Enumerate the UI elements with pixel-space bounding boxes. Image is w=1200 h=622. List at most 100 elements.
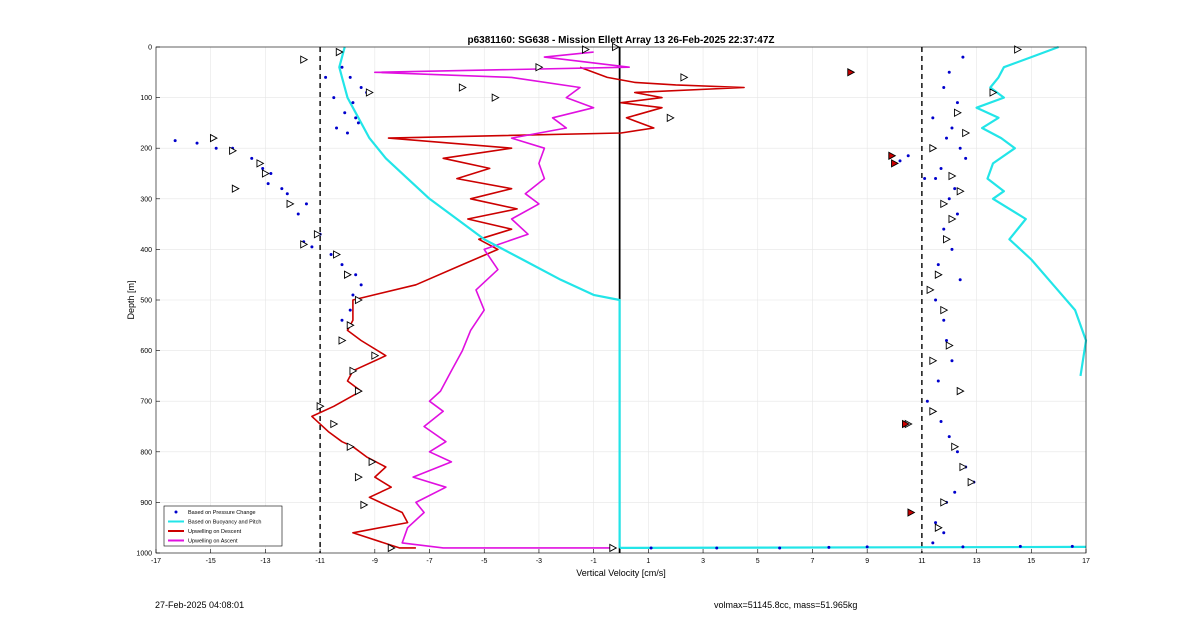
descent-triangle-marker (231, 184, 240, 193)
pressure-descent-point (304, 202, 308, 206)
pressure-ascent-point (934, 177, 938, 181)
pressure-descent-point (332, 96, 336, 100)
x-axis-label: Vertical Velocity [cm/s] (576, 568, 666, 578)
pressure-ascent-point (936, 263, 940, 267)
ascent-triangle-marker (956, 386, 965, 396)
ascent-triangle-marker (929, 143, 938, 153)
pressure-descent-point (310, 245, 314, 249)
pressure-ascent-point (958, 146, 962, 150)
ascent-triangle-marker (951, 442, 960, 451)
x-tick-label: 9 (865, 558, 869, 565)
pressure-descent-point (356, 121, 360, 125)
x-tick-label: 7 (811, 558, 815, 565)
descent-triangle-marker (286, 199, 295, 209)
pressure-ascent-point (939, 166, 943, 170)
upwelling-triangle-marker (581, 45, 590, 54)
ascent-triangle-marker (953, 108, 962, 118)
ascent-triangle-marker (926, 285, 935, 295)
descent-triangle-marker (344, 270, 352, 279)
pressure-ascent-point (898, 159, 902, 163)
ascent-highlight-marker (847, 68, 856, 77)
pressure-descent-point (250, 156, 254, 160)
x-tick-label: 3 (701, 558, 705, 565)
ascent-highlight-marker (902, 419, 910, 429)
pressure-descent-point (340, 318, 344, 322)
pressure-ascent-point (947, 197, 951, 201)
y-tick-label: 500 (140, 298, 152, 305)
x-tick-label: -11 (315, 558, 325, 565)
ascent-triangle-marker (940, 305, 949, 315)
x-tick-label: -1 (591, 558, 597, 565)
pressure-ascent-point (955, 450, 959, 454)
buoyancy-descent-line (338, 46, 621, 548)
y-tick-label: 0 (148, 45, 152, 52)
descent-triangle-marker (300, 240, 309, 249)
pressure-ascent-point (961, 55, 965, 59)
upwelling-triangle-marker (458, 83, 467, 92)
ascent-triangle-marker (934, 270, 943, 279)
pressure-bottom-point (1018, 544, 1022, 548)
descent-triangle-marker (346, 442, 355, 451)
x-tick-label: -5 (481, 558, 487, 565)
legend: Based on Pressure Change Based on Buoyanc… (163, 505, 283, 547)
y-axis-label: Depth [m] (126, 280, 136, 319)
ascent-triangle-marker (934, 523, 943, 532)
x-tick-label: 15 (1027, 558, 1035, 565)
y-tick-label: 600 (140, 348, 152, 355)
legend-entry: Based on Pressure Change (188, 510, 256, 516)
pressure-descent-point (261, 166, 265, 170)
pressure-descent-point (266, 182, 270, 186)
pressure-descent-point (351, 101, 355, 105)
descent-triangle-marker (368, 457, 377, 467)
pressure-bottom-point (778, 546, 782, 550)
pressure-ascent-point (955, 101, 959, 105)
ascent-triangle-marker (940, 498, 949, 507)
upwelling-triangle-marker (680, 73, 689, 82)
x-tick-label: -15 (206, 558, 216, 565)
ascent-triangle-marker (929, 356, 938, 365)
pressure-descent-point (354, 273, 358, 277)
pressure-bottom-point (961, 545, 965, 549)
pressure-descent-point (285, 192, 289, 196)
descent-triangle-marker (360, 500, 369, 510)
pressure-descent-point (359, 283, 363, 287)
y-axis-ticks: 0 100 200 300 400 500 600 700 800 900 1000 (136, 45, 160, 558)
pressure-ascent-point (934, 298, 938, 302)
pressure-ascent-point (947, 70, 951, 74)
pressure-ascent-point (906, 154, 910, 158)
x-tick-label: 13 (973, 558, 981, 565)
x-axis-ticks: -17 -15 -13 -11 -9 -7 -5 -3 -1 1 3 5 7 9 11 13 15 17 (151, 549, 1090, 565)
pressure-descent-point (296, 212, 300, 216)
ascent-triangle-marker (940, 199, 949, 209)
pressure-ascent-point (936, 379, 940, 383)
footer-timestamp: 27-Feb-2025 04:08:01 (155, 600, 245, 610)
pressure-descent-point (354, 116, 358, 120)
ascent-triangle-marker (948, 214, 957, 224)
descent-triangle-marker (261, 169, 270, 178)
pressure-ascent-point (947, 435, 951, 439)
buoyancy-ascent-line (975, 45, 1088, 377)
chart-title: p6381160: SG638 - Mission Ellett Array 1… (467, 35, 774, 46)
x-tick-label: 5 (756, 558, 760, 565)
pressure-descent-point (340, 65, 344, 69)
pressure-ascent-point (945, 338, 948, 342)
pressure-ascent-point (939, 419, 943, 423)
ascent-triangle-marker (945, 341, 954, 350)
pressure-descent-point (324, 75, 328, 79)
x-tick-label: -7 (426, 558, 432, 565)
upwelling-triangle-marker (666, 113, 675, 123)
ascent-triangle-marker (948, 171, 957, 181)
descent-triangle-marker (354, 386, 363, 396)
pressure-bottom-point (827, 545, 831, 549)
pressure-ascent-point (942, 227, 946, 231)
pressure-ascent-point (931, 116, 935, 120)
descent-triangle-marker (371, 351, 380, 360)
pressure-ascent-point (953, 187, 957, 191)
ascent-triangle-marker (967, 477, 976, 487)
upwelling-ascent-line (373, 51, 631, 549)
pressure-ascent-point (950, 247, 954, 251)
descent-triangle-marker (316, 402, 325, 411)
ascent-highlight-marker (907, 508, 916, 517)
pressure-descent-point (348, 308, 352, 312)
